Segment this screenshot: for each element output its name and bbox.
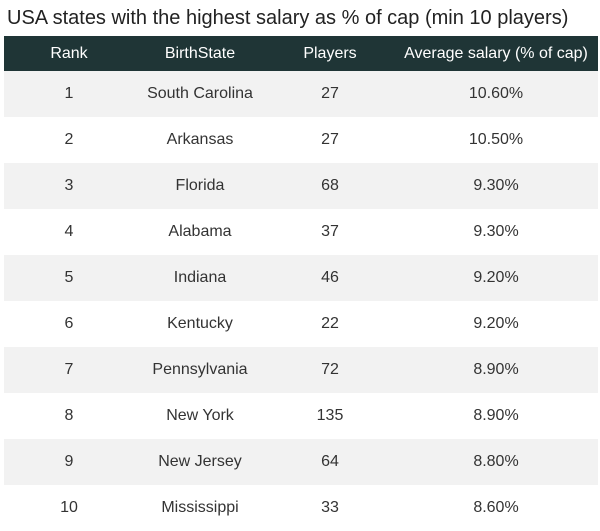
players-cell: 37: [321, 223, 339, 240]
average-salary-cell: 8.90%: [473, 407, 519, 424]
birthstate-cell: Alabama: [168, 223, 232, 240]
birthstate-cell: Arkansas: [166, 131, 234, 148]
rank-cell: 6: [64, 315, 74, 332]
average-salary-cell: 9.30%: [473, 177, 519, 194]
birthstate-cell: New Jersey: [158, 453, 242, 470]
column-header-birthstate: BirthState: [164, 44, 236, 62]
birthstate-cell: Pennsylvania: [152, 361, 248, 378]
table-row: 8 New York 135 8.90%: [4, 393, 598, 439]
table-row: 2 Arkansas 27 10.50%: [4, 117, 598, 163]
average-salary-cell: 8.60%: [473, 499, 519, 516]
average-salary-cell: 9.20%: [473, 315, 519, 332]
average-salary-cell: 8.80%: [473, 453, 519, 470]
table-body: 1 South Carolina 27 10.60% 2 Arkansas 27 10.50%…: [4, 71, 598, 531]
average-salary-cell: 8.90%: [473, 361, 519, 378]
column-header-players: Players: [303, 44, 357, 62]
players-cell: 72: [321, 361, 339, 378]
average-salary-cell: 9.20%: [473, 269, 519, 286]
table-row: 1 South Carolina 27 10.60%: [4, 71, 598, 117]
header-row: Rank BirthState Players Average salary (…: [4, 36, 598, 71]
table-row: 6 Kentucky 22 9.20%: [4, 301, 598, 347]
table-row: 10 Mississippi 33 8.60%: [4, 485, 598, 531]
players-cell: 68: [321, 177, 339, 194]
rank-cell: 2: [64, 131, 74, 148]
rank-cell: 5: [64, 269, 74, 286]
birthstate-cell: South Carolina: [147, 85, 253, 102]
birthstate-cell: Indiana: [173, 269, 227, 286]
table-row: 5 Indiana 46 9.20%: [4, 255, 598, 301]
table-row: 3 Florida 68 9.30%: [4, 163, 598, 209]
table-row: 7 Pennsylvania 72 8.90%: [4, 347, 598, 393]
rank-cell: 7: [64, 361, 74, 378]
rank-cell: 8: [64, 407, 74, 424]
rank-cell: 3: [64, 177, 74, 194]
table-title: USA states with the highest salary as % …: [7, 7, 569, 29]
birthstate-cell: New York: [166, 407, 234, 424]
players-cell: 22: [321, 315, 339, 332]
players-cell: 46: [321, 269, 339, 286]
rank-cell: 9: [64, 453, 74, 470]
column-header-rank: Rank: [50, 44, 88, 62]
average-salary-cell: 10.50%: [468, 131, 524, 148]
table-row: 4 Alabama 37 9.30%: [4, 209, 598, 255]
column-header-average-salary: Average salary (% of cap): [404, 44, 588, 62]
salary-table: Rank BirthState Players Average salary (…: [4, 36, 598, 531]
players-cell: 33: [321, 499, 339, 516]
rank-cell: 4: [64, 223, 74, 240]
average-salary-cell: 10.60%: [468, 85, 524, 102]
birthstate-cell: Kentucky: [167, 315, 233, 332]
players-cell: 27: [321, 131, 339, 148]
players-cell: 27: [321, 85, 339, 102]
birthstate-cell: Florida: [175, 177, 225, 194]
birthstate-cell: Mississippi: [161, 499, 239, 516]
rank-cell: 10: [60, 499, 78, 516]
table-row: 9 New Jersey 64 8.80%: [4, 439, 598, 485]
average-salary-cell: 9.30%: [473, 223, 519, 240]
players-cell: 64: [321, 453, 339, 470]
rank-cell: 1: [64, 85, 74, 102]
players-cell: 135: [316, 407, 344, 424]
